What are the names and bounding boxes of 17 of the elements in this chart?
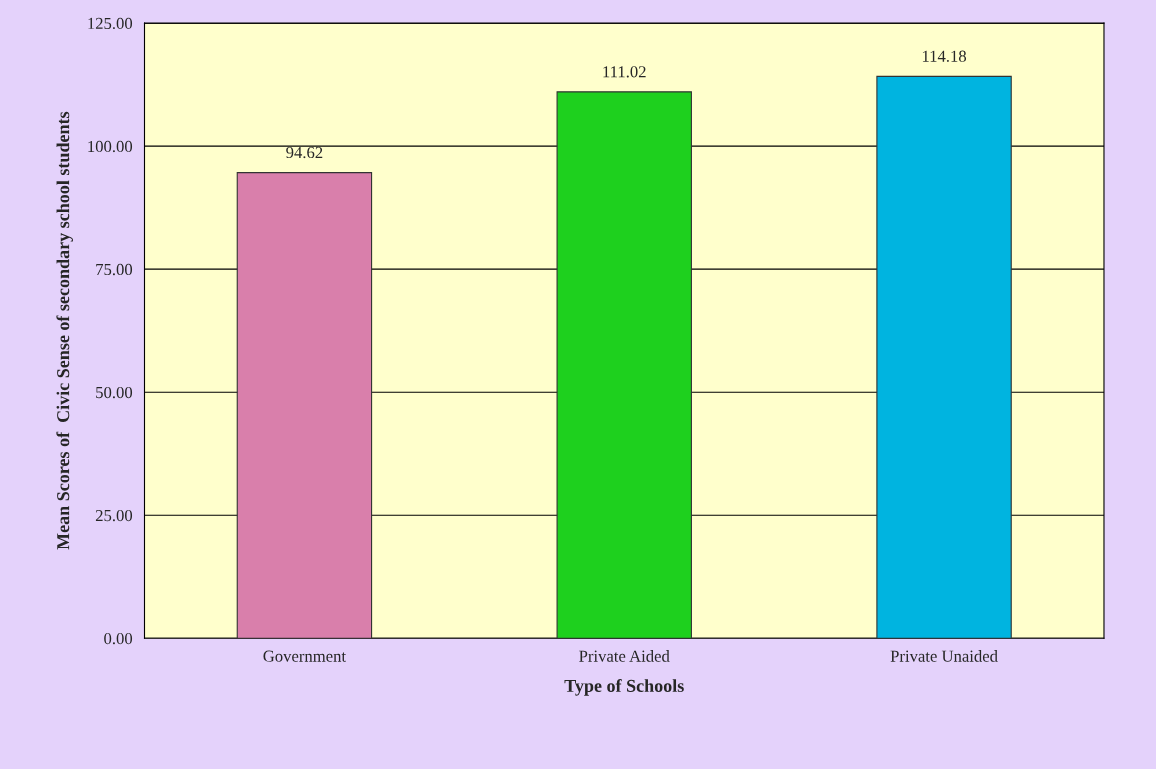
bar	[236, 172, 373, 639]
x-tick-label: Government	[263, 650, 346, 662]
y-axis-title: Mean Scores of Civic Sense of secondary school students	[56, 111, 73, 550]
x-axis-title: Type of Schools	[564, 679, 684, 696]
y-tick-label: 0.00	[104, 632, 133, 645]
data-label: 111.02	[603, 66, 646, 78]
bar	[556, 91, 692, 639]
y-tick-label: 75.00	[96, 263, 133, 276]
x-tick-label: Private Unaided	[890, 650, 998, 662]
y-tick-label: 50.00	[96, 386, 133, 399]
data-label: 94.62	[286, 146, 323, 159]
x-tick-label: Private Aided	[579, 650, 670, 662]
y-tick-label: 125.00	[88, 17, 133, 30]
y-tick-label: 25.00	[95, 509, 133, 522]
data-label: 114.18	[922, 50, 967, 62]
y-tick-label: 100.00	[88, 140, 133, 153]
bar	[876, 75, 1012, 639]
